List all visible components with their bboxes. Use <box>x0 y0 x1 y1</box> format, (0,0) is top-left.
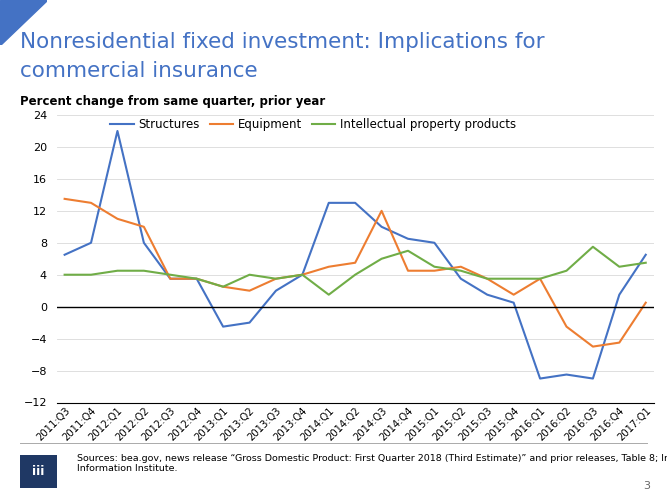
Equipment <box>404 268 412 274</box>
Structures <box>430 240 438 246</box>
Equipment <box>219 284 227 290</box>
Text: Nonresidential fixed investment: Implications for: Nonresidential fixed investment: Implica… <box>20 32 545 52</box>
Equipment <box>430 268 438 274</box>
Intellectual property products <box>562 268 570 274</box>
Structures <box>484 292 492 298</box>
Equipment <box>536 276 544 281</box>
Structures <box>325 200 333 206</box>
Equipment <box>378 208 386 214</box>
Intellectual property products <box>404 248 412 254</box>
Intellectual property products <box>378 256 386 262</box>
Intellectual property products <box>298 272 306 278</box>
Structures <box>616 292 624 298</box>
Intellectual property products <box>140 268 148 274</box>
Equipment <box>87 200 95 206</box>
Equipment <box>193 276 201 281</box>
Line: Structures: Structures <box>65 131 646 378</box>
Structures <box>589 376 597 382</box>
Line: Equipment: Equipment <box>65 199 646 346</box>
Intellectual property products <box>219 284 227 290</box>
Structures <box>87 240 95 246</box>
Intellectual property products <box>589 244 597 250</box>
Intellectual property products <box>166 272 174 278</box>
Intellectual property products <box>272 276 280 281</box>
Intellectual property products <box>325 292 333 298</box>
Structures <box>404 236 412 242</box>
Structures <box>113 128 121 134</box>
Intellectual property products <box>430 264 438 270</box>
Text: 3: 3 <box>644 481 650 491</box>
Structures <box>140 240 148 246</box>
Intellectual property products <box>457 268 465 274</box>
Text: Percent change from same quarter, prior year: Percent change from same quarter, prior … <box>20 95 325 108</box>
Equipment <box>642 300 650 306</box>
Intellectual property products <box>113 268 121 274</box>
Equipment <box>245 288 253 294</box>
Structures <box>219 324 227 330</box>
Structures <box>272 288 280 294</box>
Equipment <box>484 276 492 281</box>
Structures <box>166 276 174 281</box>
Equipment <box>113 216 121 222</box>
Intellectual property products <box>351 272 359 278</box>
Equipment <box>589 344 597 349</box>
Intellectual property products <box>245 272 253 278</box>
Structures <box>378 224 386 230</box>
Intellectual property products <box>510 276 518 281</box>
Intellectual property products <box>87 272 95 278</box>
Text: commercial insurance: commercial insurance <box>20 61 257 81</box>
Intellectual property products <box>536 276 544 281</box>
Equipment <box>61 196 69 202</box>
Text: Sources: bea.gov, news release “Gross Domestic Product: First Quarter 2018 (Thir: Sources: bea.gov, news release “Gross Do… <box>77 454 667 473</box>
Structures <box>536 376 544 382</box>
Equipment <box>140 224 148 230</box>
Structures <box>457 276 465 281</box>
Structures <box>61 252 69 258</box>
Structures <box>510 300 518 306</box>
Equipment <box>272 276 280 281</box>
Legend: Structures, Equipment, Intellectual property products: Structures, Equipment, Intellectual prop… <box>110 118 516 131</box>
Equipment <box>351 260 359 266</box>
Intellectual property products <box>193 276 201 281</box>
Intellectual property products <box>616 264 624 270</box>
Equipment <box>562 324 570 330</box>
Structures <box>245 320 253 326</box>
Equipment <box>325 264 333 270</box>
FancyBboxPatch shape <box>20 455 57 488</box>
Intellectual property products <box>61 272 69 278</box>
Equipment <box>510 292 518 298</box>
Equipment <box>457 264 465 270</box>
Structures <box>298 272 306 278</box>
Equipment <box>616 340 624 345</box>
Line: Intellectual property products: Intellectual property products <box>65 247 646 294</box>
Polygon shape <box>0 0 47 45</box>
Structures <box>642 252 650 258</box>
Structures <box>562 372 570 378</box>
Intellectual property products <box>642 260 650 266</box>
Text: iii: iii <box>32 465 45 478</box>
Structures <box>193 276 201 281</box>
Intellectual property products <box>484 276 492 281</box>
Equipment <box>298 272 306 278</box>
Structures <box>351 200 359 206</box>
Equipment <box>166 276 174 281</box>
